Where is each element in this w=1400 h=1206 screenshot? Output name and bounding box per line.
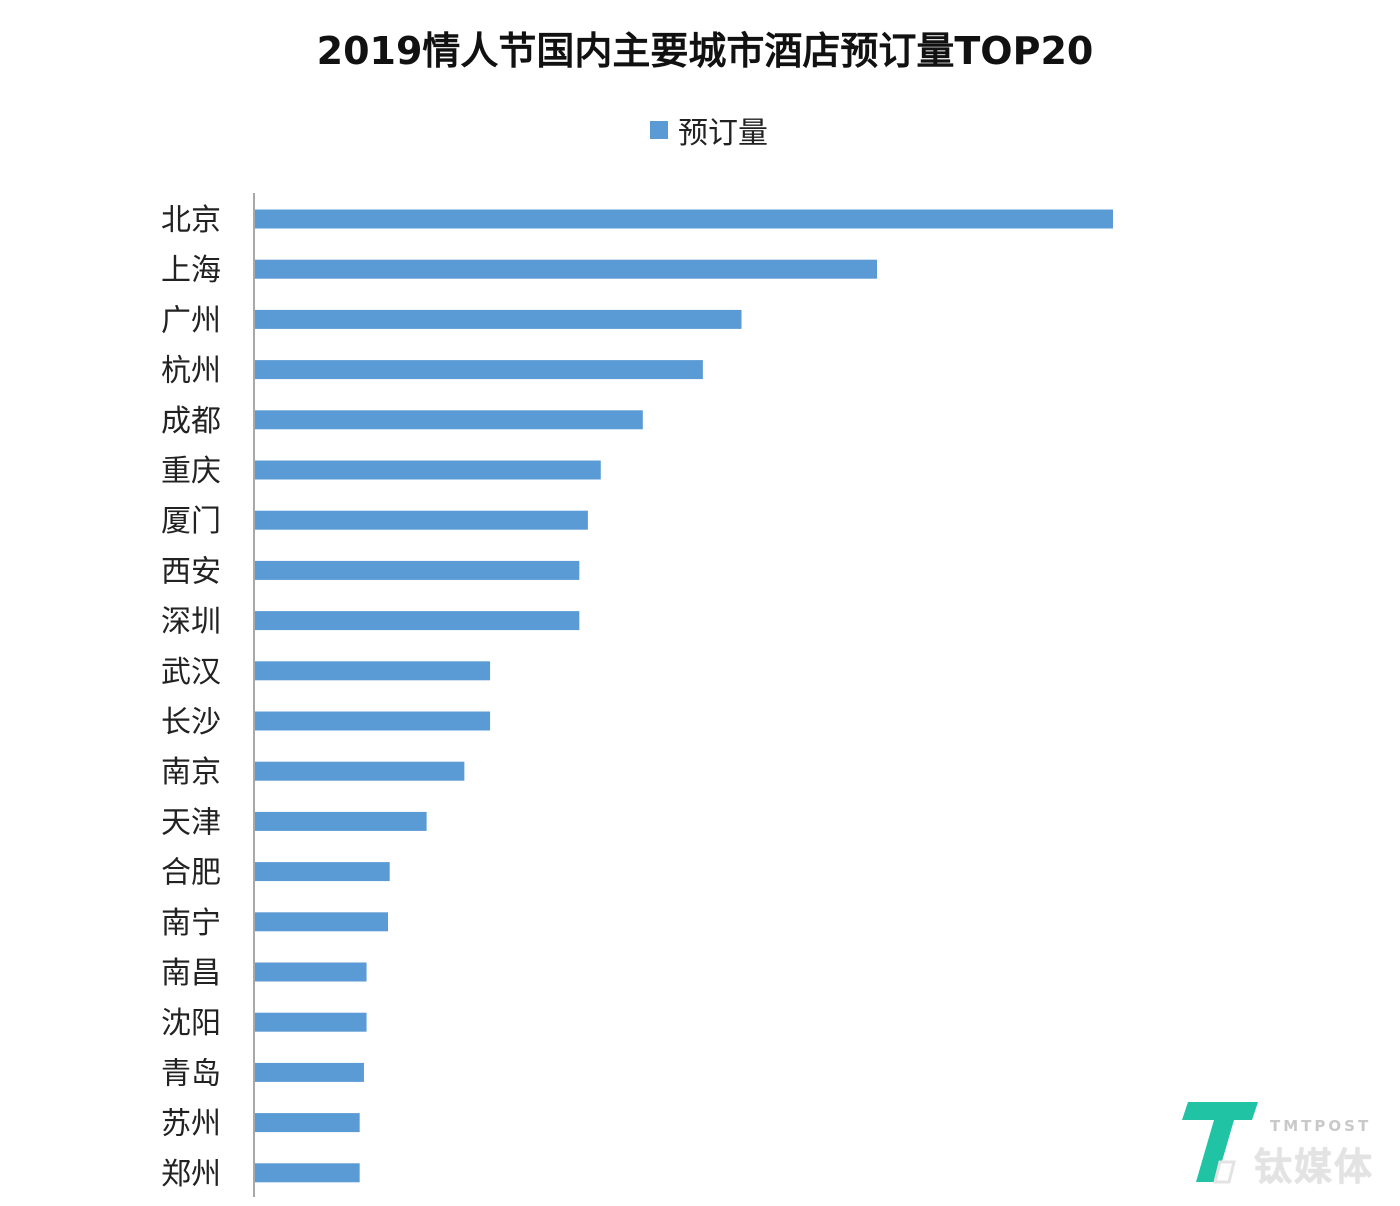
bar-16: [255, 962, 367, 982]
category-label-20: 郑州: [161, 1157, 221, 1192]
bar-17: [255, 1012, 367, 1032]
category-label-15: 南宁: [161, 906, 221, 941]
category-label-17: 沈阳: [161, 1006, 221, 1041]
bar-8: [255, 560, 580, 580]
category-label-3: 广州: [161, 303, 221, 338]
category-label-12: 南京: [161, 755, 221, 790]
legend: 预订量: [650, 110, 768, 151]
bar-19: [255, 1113, 360, 1133]
bar-11: [255, 711, 491, 731]
bar-2: [255, 259, 878, 279]
bar-18: [255, 1062, 364, 1082]
bar-14: [255, 862, 390, 882]
bar-13: [255, 811, 427, 831]
bar-1: [255, 209, 1113, 229]
bar-15: [255, 912, 388, 932]
category-label-4: 杭州: [161, 354, 221, 389]
category-label-1: 北京: [161, 203, 221, 238]
bar-9: [255, 611, 580, 631]
category-label-10: 武汉: [161, 655, 221, 690]
category-label-16: 南昌: [161, 956, 221, 991]
legend-swatch: [650, 121, 668, 139]
bar-10: [255, 661, 491, 681]
bar-3: [255, 309, 742, 329]
category-label-9: 深圳: [161, 605, 221, 640]
bar-5: [255, 410, 643, 430]
bar-7: [255, 510, 588, 530]
category-label-6: 重庆: [161, 454, 221, 489]
bar-4: [255, 360, 703, 380]
category-label-14: 合肥: [161, 856, 221, 891]
category-label-7: 厦门: [161, 504, 221, 539]
bar-6: [255, 460, 601, 480]
bar-20: [255, 1163, 360, 1183]
category-label-18: 青岛: [161, 1056, 221, 1091]
category-label-2: 上海: [161, 253, 221, 288]
category-label-11: 长沙: [161, 705, 221, 740]
category-label-5: 成都: [161, 404, 221, 439]
tmtpost-logo-icon: [1182, 1102, 1258, 1184]
category-label-19: 苏州: [161, 1107, 221, 1142]
watermark-small-text: TMTPOST: [1270, 1117, 1372, 1135]
watermark-big-text: 钛媒体: [1254, 1145, 1375, 1189]
chart-title: 2019情人节国内主要城市酒店预订量TOP20: [316, 29, 1094, 73]
bar-12: [255, 761, 465, 781]
category-label-13: 天津: [161, 805, 221, 840]
category-label-8: 西安: [161, 554, 221, 589]
legend-label: 预订量: [678, 116, 768, 151]
